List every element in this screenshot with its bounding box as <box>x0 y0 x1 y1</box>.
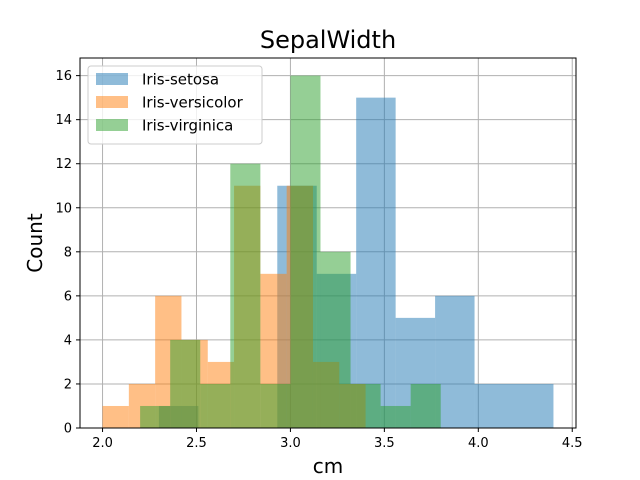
y-tick-label: 8 <box>64 245 72 260</box>
y-tick-label: 16 <box>55 69 72 84</box>
y-tick-label: 4 <box>64 333 72 348</box>
y-tick-label: 14 <box>55 113 72 128</box>
histogram-bar <box>380 405 411 428</box>
histogram-bar <box>474 383 514 428</box>
legend-label: Iris-versicolor <box>142 94 244 112</box>
histogram-bar <box>435 295 475 428</box>
legend: Iris-setosa Iris-versicolor Iris-virginica <box>87 65 263 145</box>
x-tick-label: 2.5 <box>186 436 207 451</box>
x-tick-label: 3.0 <box>280 436 301 451</box>
histogram-bar <box>230 163 261 428</box>
y-tick-label: 6 <box>64 289 72 304</box>
y-axis-label: Count <box>23 213 47 273</box>
histogram-bar <box>350 383 381 428</box>
y-tick-label: 10 <box>55 201 72 216</box>
x-tick-label: 3.5 <box>374 436 395 451</box>
legend-label: Iris-virginica <box>142 117 233 135</box>
plot-frame <box>79 57 577 429</box>
histogram-bar <box>356 97 396 429</box>
histogram-bar <box>290 75 321 428</box>
axis-ticks: 2.0 2.5 3.0 3.5 4.0 4.5 0 2 4 6 8 10 12 14 16 <box>55 69 582 451</box>
legend-swatch <box>96 73 128 85</box>
legend-swatch <box>96 96 128 108</box>
x-axis-label: cm <box>313 454 343 478</box>
x-tick-label: 4.0 <box>468 436 489 451</box>
histogram-bar <box>320 251 351 428</box>
legend-label: Iris-setosa <box>142 71 219 89</box>
bars <box>102 75 554 429</box>
legend-swatch <box>96 119 128 131</box>
histogram-bar <box>102 405 129 428</box>
histogram-bar <box>514 383 554 428</box>
y-tick-label: 2 <box>64 377 72 392</box>
histogram-bar <box>200 383 231 428</box>
histogram-bar <box>140 405 171 428</box>
histogram-bar <box>260 383 291 428</box>
legend-box <box>87 65 263 145</box>
chart-title: SepalWidth <box>260 26 396 54</box>
y-tick-label: 12 <box>55 157 72 172</box>
histogram-bar <box>170 339 201 428</box>
x-tick-label: 4.5 <box>562 436 583 451</box>
x-tick-label: 2.0 <box>92 436 113 451</box>
y-tick-label: 0 <box>64 422 72 437</box>
histogram-bar <box>410 383 441 428</box>
